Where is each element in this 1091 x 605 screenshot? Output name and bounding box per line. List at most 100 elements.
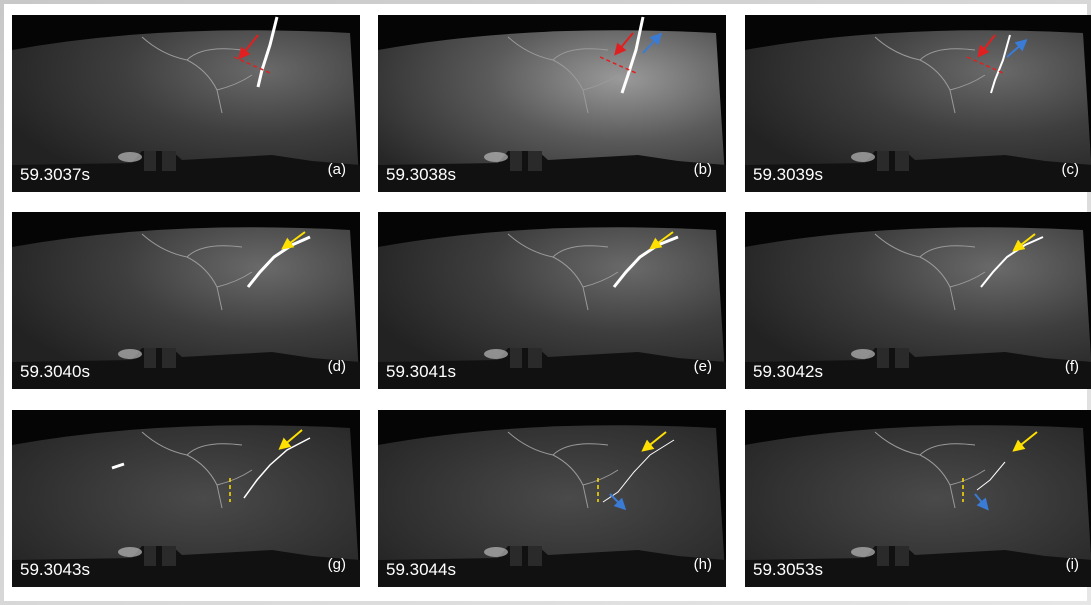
arrow — [642, 32, 663, 54]
arrow — [238, 34, 259, 60]
timestamp: 59.3043s — [20, 560, 90, 579]
sky — [12, 227, 360, 389]
building — [877, 151, 889, 171]
ground — [12, 546, 360, 587]
building — [895, 546, 909, 566]
building — [895, 348, 909, 368]
building — [510, 546, 522, 566]
arrow — [1012, 431, 1038, 452]
lightning-faint — [874, 431, 986, 509]
building — [162, 151, 176, 171]
building — [877, 348, 889, 368]
arrow — [977, 34, 996, 58]
city-glow — [484, 349, 508, 359]
ground — [378, 151, 726, 192]
timestamp: 59.3039s — [753, 165, 823, 184]
panel-label: (b) — [694, 161, 712, 178]
sky — [12, 30, 360, 192]
building — [162, 348, 176, 368]
city-glow — [851, 349, 875, 359]
panel-label: (h) — [694, 556, 712, 573]
ground — [12, 348, 360, 389]
panel: 59.3042s (f) — [745, 212, 1091, 389]
lightning-faint — [874, 36, 986, 114]
building — [144, 546, 156, 566]
building — [144, 348, 156, 368]
ground — [745, 348, 1091, 389]
sky — [378, 425, 726, 587]
panel: 59.3038s (b) — [378, 15, 726, 192]
panel: 59.3039s (c) — [745, 15, 1091, 192]
timestamp: 59.3042s — [753, 362, 823, 381]
arrow — [281, 231, 306, 250]
panel-label: (f) — [1065, 358, 1079, 375]
arrow — [649, 231, 674, 250]
city-glow — [851, 152, 875, 162]
lightning-faint — [141, 36, 253, 114]
panel: 59.3040s (d) — [12, 212, 360, 389]
panel-label: (d) — [328, 358, 346, 375]
building — [528, 348, 542, 368]
sky — [378, 227, 726, 389]
building — [510, 348, 522, 368]
city-glow — [118, 349, 142, 359]
arrow — [974, 493, 989, 511]
city-glow — [118, 547, 142, 557]
sky — [378, 30, 726, 192]
building — [510, 151, 522, 171]
timestamp: 59.3041s — [386, 362, 456, 381]
city-glow — [851, 547, 875, 557]
lightning-faint — [507, 233, 619, 311]
lightning-channel — [612, 235, 679, 288]
lightning-faint — [141, 431, 253, 509]
lightning-channel — [990, 34, 1011, 94]
lightning-channel — [602, 439, 675, 503]
timestamp: 59.3037s — [20, 165, 90, 184]
arrow — [1012, 233, 1036, 252]
panel: 59.3053s (i) — [745, 410, 1091, 587]
sky — [745, 30, 1091, 192]
panel-label: (e) — [694, 358, 712, 375]
panel: 59.3044s (h) — [378, 410, 726, 587]
lightning-faint — [507, 431, 619, 509]
building — [877, 546, 889, 566]
lightning-faint — [141, 233, 253, 311]
ground — [12, 151, 360, 192]
lightning-channel — [246, 235, 311, 288]
ground — [745, 151, 1091, 192]
ground — [378, 546, 726, 587]
building — [528, 546, 542, 566]
arrow — [609, 493, 627, 511]
lightning-channel — [256, 16, 279, 88]
panel-label: (a) — [328, 161, 346, 178]
ground — [745, 546, 1091, 587]
ground — [378, 348, 726, 389]
building — [895, 151, 909, 171]
arrow — [614, 32, 634, 56]
lightning-channel — [243, 437, 311, 499]
building — [162, 546, 176, 566]
sky — [12, 425, 360, 587]
city-glow — [118, 152, 142, 162]
city-glow — [484, 152, 508, 162]
building — [528, 151, 542, 171]
panel: 59.3043s (g) — [12, 410, 360, 587]
lightning-channel — [976, 461, 1006, 491]
arrow — [278, 429, 303, 450]
building — [144, 151, 156, 171]
panel: 59.3037s (a) — [12, 15, 360, 192]
panel-label: (g) — [328, 556, 346, 573]
timestamp: 59.3053s — [753, 560, 823, 579]
lightning-faint — [507, 36, 619, 114]
arrow — [641, 431, 667, 452]
timestamp: 59.3038s — [386, 165, 456, 184]
sky — [745, 227, 1091, 389]
panel-label: (i) — [1066, 556, 1079, 573]
arrow — [1006, 39, 1028, 58]
timestamp: 59.3044s — [386, 560, 456, 579]
panel: 59.3041s (e) — [378, 212, 726, 389]
sky — [745, 425, 1091, 587]
lightning-channel — [980, 236, 1044, 288]
